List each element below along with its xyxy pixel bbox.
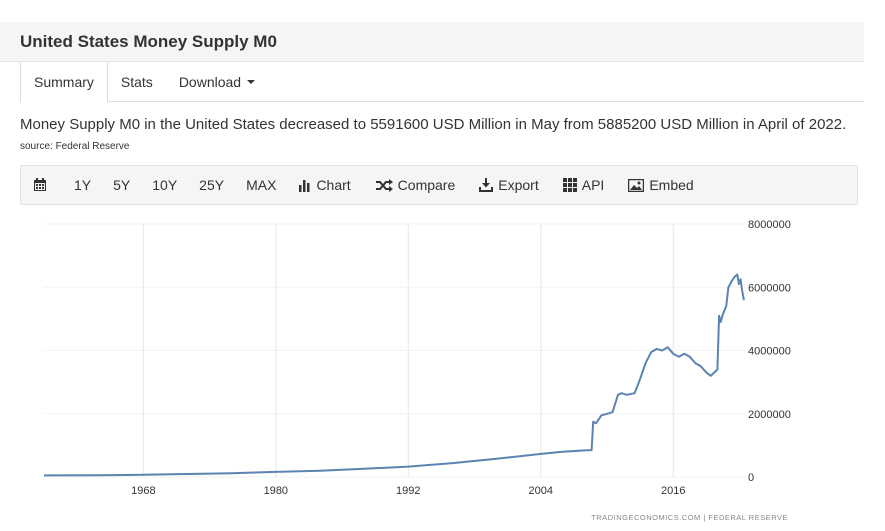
caret-down-icon xyxy=(247,80,256,84)
x-tick-label: 1980 xyxy=(264,485,288,497)
x-tick-label: 1968 xyxy=(131,485,155,497)
footer-credit: TRADINGECONOMICS.COM | FEDERAL RESERVE xyxy=(591,513,788,522)
download-icon xyxy=(479,178,494,192)
y-axis: 0 2000000 4000000 6000000 8000000 xyxy=(748,219,791,484)
tab-bar: Summary Stats Download xyxy=(20,62,864,103)
export-button-label: Export xyxy=(498,177,539,193)
page-header: United States Money Supply M0 xyxy=(0,22,864,62)
compare-button[interactable]: Compare xyxy=(375,177,456,193)
tab-stats[interactable]: Stats xyxy=(108,62,166,102)
tab-stats-label: Stats xyxy=(120,74,153,90)
embed-button-label: Embed xyxy=(649,177,694,193)
chart-button-label: Chart xyxy=(316,177,351,193)
line-chart: 1968 1980 1992 2004 2016 0 2000000 4000000 6000… xyxy=(43,219,791,522)
calendar-button[interactable] xyxy=(33,178,52,192)
x-tick-label: 2016 xyxy=(661,485,685,497)
chart-button[interactable]: Chart xyxy=(298,177,351,193)
compare-button-label: Compare xyxy=(397,177,456,193)
description: Money Supply M0 in the United States dec… xyxy=(20,115,870,157)
calendar-icon xyxy=(34,178,46,191)
tab-download[interactable]: Download xyxy=(166,62,268,102)
tab-summary-label: Summary xyxy=(34,74,94,90)
tab-summary[interactable]: Summary xyxy=(20,62,108,103)
series-line-money-supply xyxy=(43,273,745,477)
api-button-label: API xyxy=(581,177,605,193)
chart-toolbar: 1Y 5Y 10Y 25Y MAX Chart Compare Export A… xyxy=(20,165,858,205)
chart-area: 1968 1980 1992 2004 2016 0 2000000 4000000 6000… xyxy=(0,210,885,531)
range-25y-button[interactable]: 25Y xyxy=(199,177,225,193)
embed-button[interactable]: Embed xyxy=(628,177,694,193)
y-tick-label: 6000000 xyxy=(748,282,791,294)
range-max-button[interactable]: MAX xyxy=(246,177,277,193)
y-tick-label: 2000000 xyxy=(748,409,791,421)
tab-download-label: Download xyxy=(178,74,242,90)
range-10y-button[interactable]: 10Y xyxy=(152,177,178,193)
range-1y-button[interactable]: 1Y xyxy=(74,177,92,193)
image-icon xyxy=(628,178,645,192)
y-tick-label: 0 xyxy=(748,472,754,484)
api-button[interactable]: API xyxy=(562,177,605,193)
bar-chart-icon xyxy=(299,179,310,192)
x-tick-label: 1992 xyxy=(396,485,420,497)
y-tick-label: 8000000 xyxy=(748,219,791,231)
grid xyxy=(44,223,745,478)
x-axis: 1968 1980 1992 2004 2016 xyxy=(131,485,685,497)
page-title: United States Money Supply M0 xyxy=(20,31,277,51)
range-5y-button[interactable]: 5Y xyxy=(113,177,131,193)
x-tick-label: 2004 xyxy=(529,485,553,497)
source-note: source: Federal Reserve xyxy=(20,141,130,152)
y-tick-label: 4000000 xyxy=(748,346,791,358)
grid-icon xyxy=(562,178,577,192)
description-text: Money Supply M0 in the United States dec… xyxy=(20,116,847,133)
export-button[interactable]: Export xyxy=(479,177,539,193)
shuffle-icon xyxy=(375,178,393,192)
